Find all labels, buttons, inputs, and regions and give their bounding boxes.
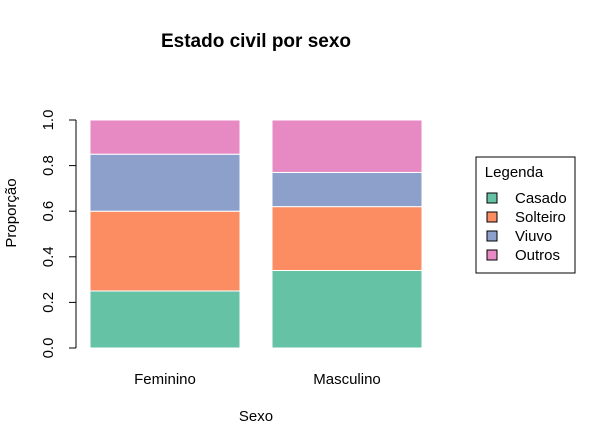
legend-label-casado: Casado [515, 190, 567, 207]
y-axis-label: Proporção [3, 178, 20, 247]
y-axis: 0.0 0.2 0.4 0.6 0.8 1.0 [40, 110, 77, 359]
bar-segment-casado-masculino [271, 269, 423, 349]
bar-segment-outros-masculino [271, 119, 423, 173]
bar-segment-viuvo-feminino [89, 153, 241, 212]
legend-title: Legenda [485, 164, 544, 181]
x-tick-label: Masculino [313, 371, 381, 388]
bar-segment-solteiro-feminino [89, 210, 241, 292]
chart-title: Estado civil por sexo [161, 31, 351, 52]
legend: Legenda Casado Solteiro Viuvo Outros [475, 156, 576, 274]
y-tick-label: 0.4 [40, 246, 57, 267]
y-tick-label: 0.0 [40, 338, 57, 359]
x-tick-label: Feminino [134, 371, 196, 388]
bars [89, 119, 423, 349]
legend-swatch-outros [486, 249, 498, 261]
y-tick-label: 1.0 [40, 110, 57, 131]
legend-label-outros: Outros [515, 247, 560, 264]
y-tick-label: 0.8 [40, 155, 57, 176]
legend-label-solteiro: Solteiro [515, 209, 566, 226]
legend-swatch-casado [486, 192, 498, 204]
x-axis-ticks: Feminino Masculino [134, 371, 381, 388]
y-tick-label: 0.2 [40, 292, 57, 313]
bar-segment-viuvo-masculino [271, 171, 423, 208]
legend-swatch-solteiro [486, 211, 498, 223]
legend-label-viuvo: Viuvo [515, 228, 552, 245]
y-tick-label: 0.6 [40, 201, 57, 222]
bar-segment-solteiro-masculino [271, 206, 423, 271]
legend-swatch-viuvo [486, 230, 498, 242]
bar-segment-outros-feminino [89, 119, 241, 155]
bar-segment-casado-feminino [89, 290, 241, 349]
x-axis-label: Sexo [239, 408, 273, 425]
